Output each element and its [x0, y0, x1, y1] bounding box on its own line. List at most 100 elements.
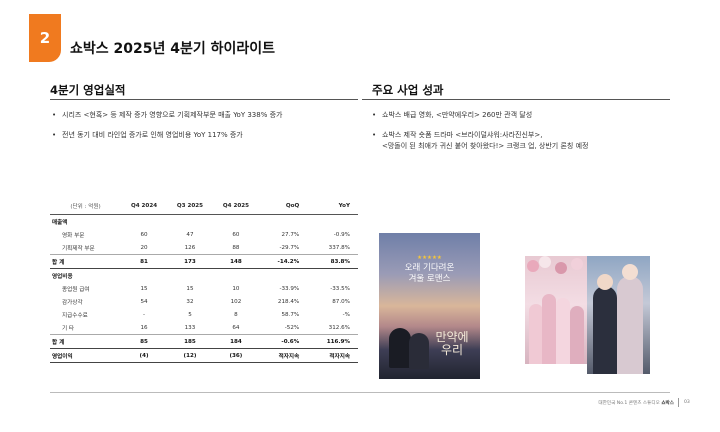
table-row: 감가상각 54 32 102 218.4% 87.0% — [50, 295, 358, 308]
table-row-label: 감가상각 — [62, 299, 83, 306]
table-cell: (12) — [167, 348, 213, 363]
table-row: 합 계 81 173 148 -14.2% 83.8% — [50, 254, 358, 269]
table-row-label: 종업원 급여 — [62, 286, 90, 293]
table-cell: 60 — [232, 231, 240, 238]
right-section-divider — [362, 99, 670, 100]
table-row-label: 합 계 — [50, 254, 122, 269]
table-cell — [307, 269, 358, 283]
table-row-label: 영업비용 — [52, 273, 73, 280]
left-bullet-list: 시리즈 <현혹> 등 제작 증가 영향으로 기획제작부문 매출 YoY 338%… — [52, 110, 362, 150]
table-cell — [167, 215, 213, 229]
drama-poster-image — [587, 256, 650, 374]
table-cell: 적자지속 — [258, 348, 308, 363]
table-cell: 185 — [167, 334, 213, 349]
page-number: 03 — [684, 400, 690, 405]
table-cell: 15 — [186, 285, 194, 292]
table-cell: (36) — [212, 348, 259, 363]
table-row: 매출액 — [50, 215, 358, 229]
table-cell — [307, 215, 358, 229]
table-cell: 64 — [232, 324, 240, 331]
table-cell: 116.9% — [307, 334, 358, 349]
poster-figure — [529, 304, 543, 364]
table-cell: 81 — [121, 254, 167, 269]
poster-figure — [542, 294, 556, 364]
table-cell: 58.7% — [281, 311, 300, 318]
poster-tagline-line: 겨울 로맨스 — [408, 274, 451, 284]
table-cell: 102 — [230, 298, 242, 305]
table-cell — [167, 269, 213, 283]
balloon-shape — [555, 262, 567, 274]
left-section-title: 4분기 영업실적 — [50, 83, 126, 97]
poster-title-line: 우리 — [440, 343, 464, 357]
right-bullet-item: 쇼박스 제작 숏폼 드라마 <브라이덜샤워:사라진신부>, <망돌이 된 최애가… — [372, 130, 672, 152]
poster-title: 만약에 우리 — [432, 331, 472, 357]
table-cell: -% — [342, 311, 350, 318]
table-row-label: 합 계 — [50, 334, 122, 349]
footer-brand: 쇼박스 — [661, 401, 674, 406]
footer-separator — [678, 398, 679, 407]
table-cell — [121, 269, 167, 283]
table-row: 합 계 85 185 184 -0.6% 116.9% — [50, 334, 358, 349]
table-column-header: Q4 2025 — [212, 198, 259, 215]
poster-figure — [617, 276, 643, 374]
table-row: 영업이익 (4) (12) (36) 적자지속 적자지속 — [50, 348, 358, 363]
footer-tagline: 대한민국 No.1 콘텐츠 스튜디오 쇼박스 — [598, 400, 674, 406]
table-row-label: 기 타 — [62, 325, 75, 332]
drama-poster-image — [525, 256, 587, 364]
poster-figure — [556, 298, 570, 364]
poster-figure — [593, 286, 617, 374]
balloon-shape — [571, 258, 583, 270]
table-cell: 148 — [212, 254, 259, 269]
table-row: 영업비용 — [50, 269, 358, 283]
performance-table: (단위 : 억원) Q4 2024 Q3 2025 Q4 2025 QoQ Yo… — [50, 198, 358, 363]
table-column-header: YoY — [307, 198, 358, 215]
table-unit-label: (단위 : 억원) — [50, 198, 122, 215]
table-cell — [259, 215, 307, 229]
table-cell: 5 — [188, 311, 192, 318]
table-row-label: 영업이익 — [50, 348, 122, 363]
table-cell: -52% — [284, 324, 300, 331]
table-cell: 88 — [232, 244, 240, 251]
right-section-title: 주요 사업 성과 — [372, 83, 444, 97]
table-row: 종업원 급여 15 15 10 -33.9% -33.5% — [50, 282, 358, 295]
poster-rating-stars: ★★★★★ — [417, 255, 442, 261]
table-cell: 173 — [167, 254, 213, 269]
table-cell: -33.5% — [330, 285, 350, 292]
table-cell: -33.9% — [279, 285, 300, 292]
table-column-header: Q4 2024 — [121, 198, 167, 215]
table-row-label: 매출액 — [52, 219, 68, 226]
table-cell: -29.7% — [279, 244, 300, 251]
poster-tagline: 오래 기다려온 겨울 로맨스 — [379, 263, 480, 285]
table-cell: 83.8% — [307, 254, 358, 269]
table-cell: 337.8% — [328, 244, 350, 251]
table-cell: 60 — [140, 231, 148, 238]
right-bullet-line: 쇼박스 제작 숏폼 드라마 <브라이덜샤워:사라진신부>, — [382, 131, 543, 139]
table-cell: 8 — [234, 311, 238, 318]
table-row-label: 영화 부문 — [62, 232, 85, 239]
table-cell — [213, 215, 259, 229]
table-cell: 312.6% — [328, 324, 350, 331]
right-bullet-item: 쇼박스 배급 영화, <만약에우리> 260만 관객 달성 — [372, 110, 672, 121]
table-cell: 16 — [140, 324, 148, 331]
left-section-divider — [50, 99, 358, 100]
table-row-label: 기획제작 부문 — [62, 245, 95, 252]
table-cell: - — [143, 311, 146, 318]
page-title: 쇼박스 2025년 4분기 하이라이트 — [70, 41, 276, 57]
table-cell: (4) — [121, 348, 167, 363]
table-cell: 10 — [232, 285, 240, 292]
table-cell — [259, 269, 307, 283]
table-row-label: 지급수수료 — [62, 312, 88, 319]
right-bullet-list: 쇼박스 배급 영화, <만약에우리> 260만 관객 달성 쇼박스 제작 숏폼 … — [372, 110, 672, 161]
footer-divider — [50, 392, 670, 393]
left-bullet-item: 전년 동기 대비 라인업 증가로 인해 영업비용 YoY 117% 증가 — [52, 130, 362, 141]
table-row: 영화 부문 60 47 60 27.7% -0.9% — [50, 228, 358, 241]
footer-tagline-prefix: 대한민국 No.1 콘텐츠 스튜디오 — [598, 401, 662, 406]
table-cell: 184 — [212, 334, 259, 349]
left-bullet-item: 시리즈 <현혹> 등 제작 증가 영향으로 기획제작부문 매출 YoY 338%… — [52, 110, 362, 121]
table-cell: -14.2% — [258, 254, 308, 269]
table-column-header: QoQ — [258, 198, 308, 215]
table-cell: 126 — [184, 244, 196, 251]
table-cell: -0.9% — [333, 231, 350, 238]
table-cell: 54 — [140, 298, 148, 305]
table-cell: 적자지속 — [307, 348, 358, 363]
